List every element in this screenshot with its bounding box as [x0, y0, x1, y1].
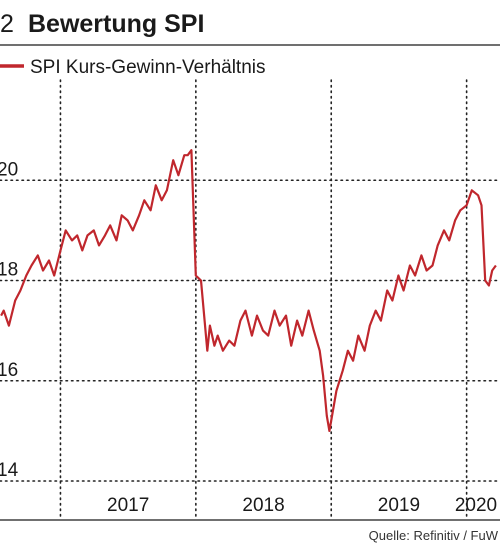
y-tick-label: 20 — [0, 159, 18, 180]
series-line-kgv — [0, 149, 497, 432]
y-tick-label: 16 — [0, 360, 18, 381]
legend: SPI Kurs-Gewinn-Verhältnis — [0, 57, 266, 78]
x-tick-label: 2017 — [107, 495, 149, 516]
source-note: Quelle: Refinitiv / FuW — [369, 528, 499, 543]
x-axis-tick-labels: 2017 2018 2019 2020 — [107, 495, 497, 516]
legend-label: SPI Kurs-Gewinn-Verhältnis — [30, 57, 266, 78]
x-tick-label: 2018 — [242, 495, 284, 516]
x-tick-label: 2020 — [455, 495, 497, 516]
y-tick-label: 14 — [0, 460, 19, 481]
y-axis-tick-labels: 20 18 16 14 — [0, 159, 19, 481]
chart-title: Bewertung SPI — [28, 10, 204, 38]
vertical-gridlines — [59, 79, 468, 521]
x-tick-label: 2019 — [378, 495, 420, 516]
figure-number: 2 — [0, 10, 14, 38]
horizontal-gridlines — [0, 179, 500, 482]
y-tick-label: 18 — [0, 260, 18, 281]
